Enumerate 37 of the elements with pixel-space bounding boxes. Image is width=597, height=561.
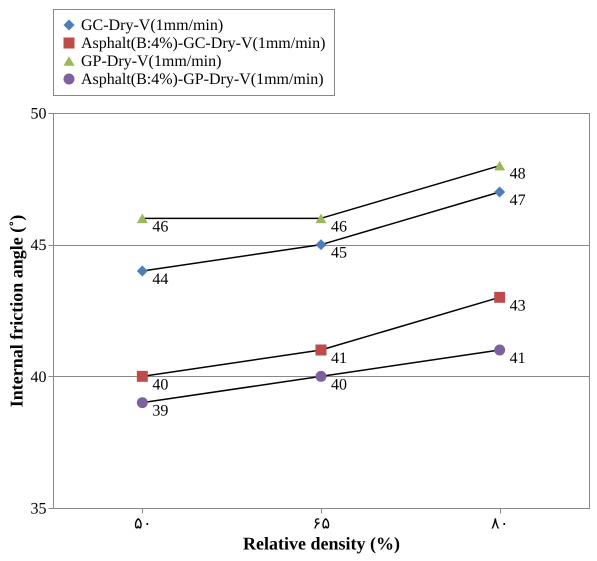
data-label: 48	[510, 166, 526, 183]
point	[136, 266, 148, 276]
data-label: 46	[331, 218, 347, 236]
x-tick-label: ۸۰	[491, 516, 510, 532]
point	[494, 160, 506, 170]
data-label: 46	[152, 218, 168, 236]
x-tick-label: ۶۵	[312, 516, 330, 532]
data-label: 43	[510, 297, 526, 314]
point	[316, 344, 326, 356]
point	[136, 214, 148, 224]
data-label: 40	[152, 376, 168, 394]
point	[136, 397, 148, 408]
y-tick-label: 35	[30, 500, 46, 518]
data-label: 47	[510, 192, 526, 209]
data-label: 40	[331, 376, 347, 394]
data-label: 41	[510, 350, 526, 367]
point	[316, 214, 326, 224]
x-axis-title: Relative density (%)	[243, 534, 400, 554]
point	[494, 292, 506, 303]
point	[494, 186, 506, 198]
legend-label: GP-Dry-V(1mm/min)	[81, 53, 222, 70]
point	[316, 370, 326, 382]
data-label: 39	[152, 402, 168, 420]
y-tick-label: 50	[30, 106, 46, 122]
point	[494, 344, 506, 356]
data-label: 41	[331, 350, 347, 367]
x-tick-label: ۵۰	[134, 516, 152, 532]
point	[136, 370, 148, 382]
data-label: 44	[152, 271, 168, 288]
legend-label: GC-Dry-V(1mm/min)	[81, 17, 224, 34]
y-tick-label: 40	[30, 368, 46, 386]
point	[316, 239, 326, 250]
y-tick-label: 45	[30, 237, 46, 254]
y-axis-title: Internal friction angle (˚)	[6, 214, 26, 408]
legend-label: Asphalt(B:4%)-GP-Dry-V(1mm/min)	[81, 71, 324, 88]
data-label: 45	[331, 244, 347, 262]
legend-label: Asphalt(B:4%)-GC-Dry-V(1mm/min)	[81, 35, 326, 52]
